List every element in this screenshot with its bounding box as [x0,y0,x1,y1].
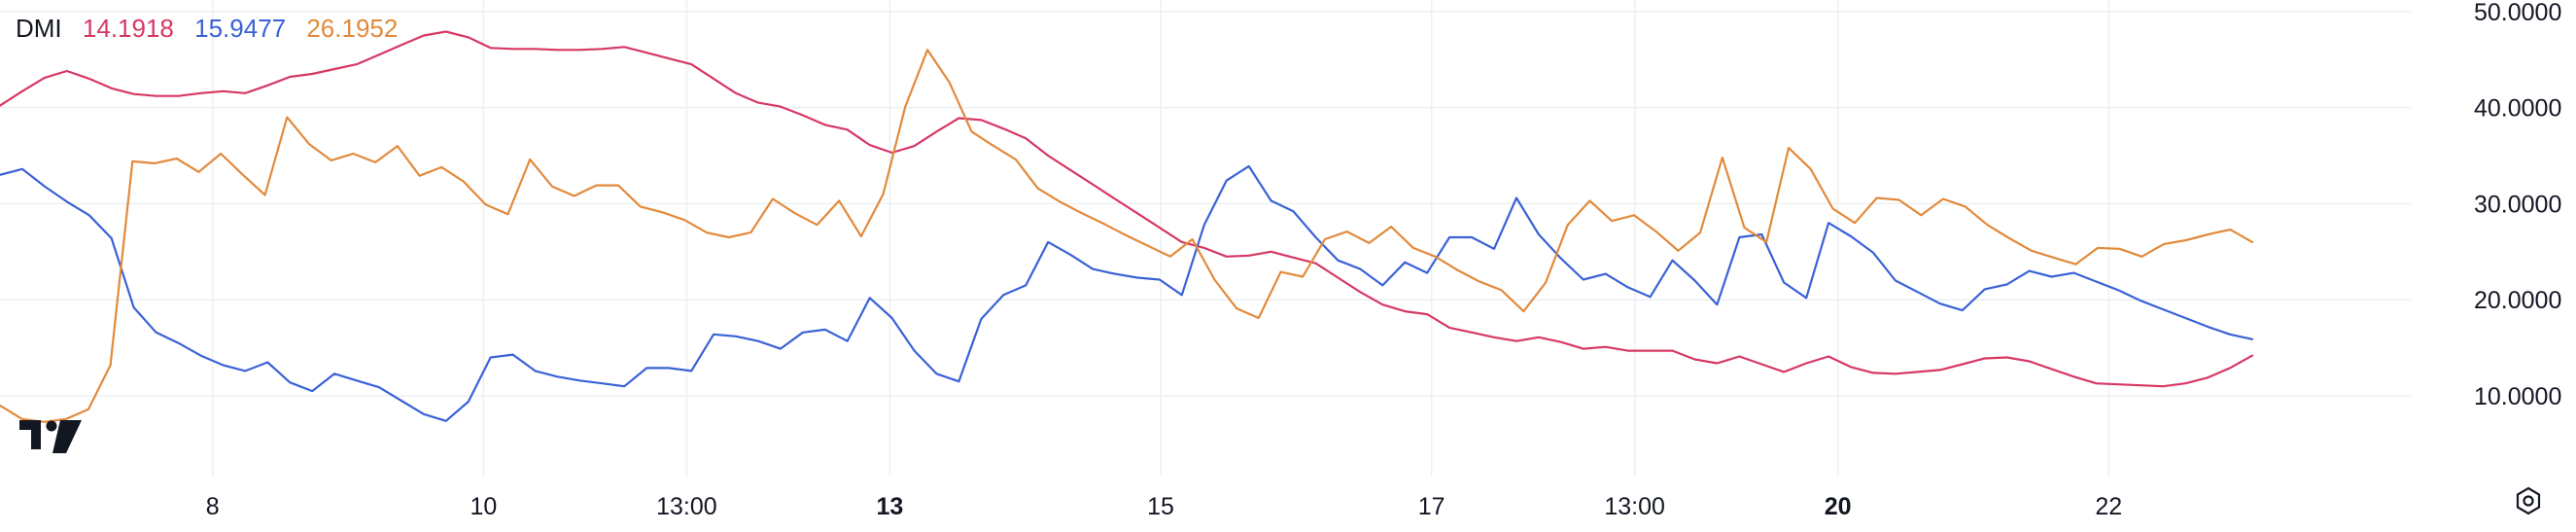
y-tick-label: 20.0000 [2474,287,2561,314]
series-line-adx [0,30,2254,388]
y-tick-label: 30.0000 [2474,191,2561,218]
series-line-plus-di [0,164,2254,422]
legend-value-plus-di: 15.9477 [194,14,287,43]
x-tick-label: 13:00 [1604,493,1665,520]
x-tick-label: 10 [470,493,497,520]
tradingview-logo-icon[interactable] [19,420,82,453]
series-line-minus-di [0,49,2254,423]
x-tick-label: 22 [2095,493,2122,520]
x-tick-label: 13:00 [656,493,717,520]
settings-icon[interactable] [2514,486,2543,515]
legend-value-adx: 14.1918 [82,14,174,43]
legend-value-minus-di: 26.1952 [306,14,399,43]
x-tick-label: 20 [1825,493,1852,520]
grid [0,0,2411,477]
indicator-name[interactable]: DMI [16,14,62,43]
y-axis[interactable]: 10.0000 20.0000 30.0000 40.0000 50.0000 [2474,0,2561,410]
y-tick-label: 40.0000 [2474,95,2561,123]
x-axis[interactable]: 8 10 13:00 13 15 17 13:00 20 22 [206,493,2122,520]
indicator-legend[interactable]: DMI 14.1918 15.9477 26.1952 [16,14,411,44]
y-tick-label: 10.0000 [2474,383,2561,410]
x-tick-label: 17 [1418,493,1445,520]
x-tick-label: 15 [1147,493,1174,520]
series-lines [0,30,2254,423]
y-tick-label: 50.0000 [2474,0,2561,26]
x-tick-label: 8 [206,493,220,520]
x-tick-label: 13 [876,493,903,520]
